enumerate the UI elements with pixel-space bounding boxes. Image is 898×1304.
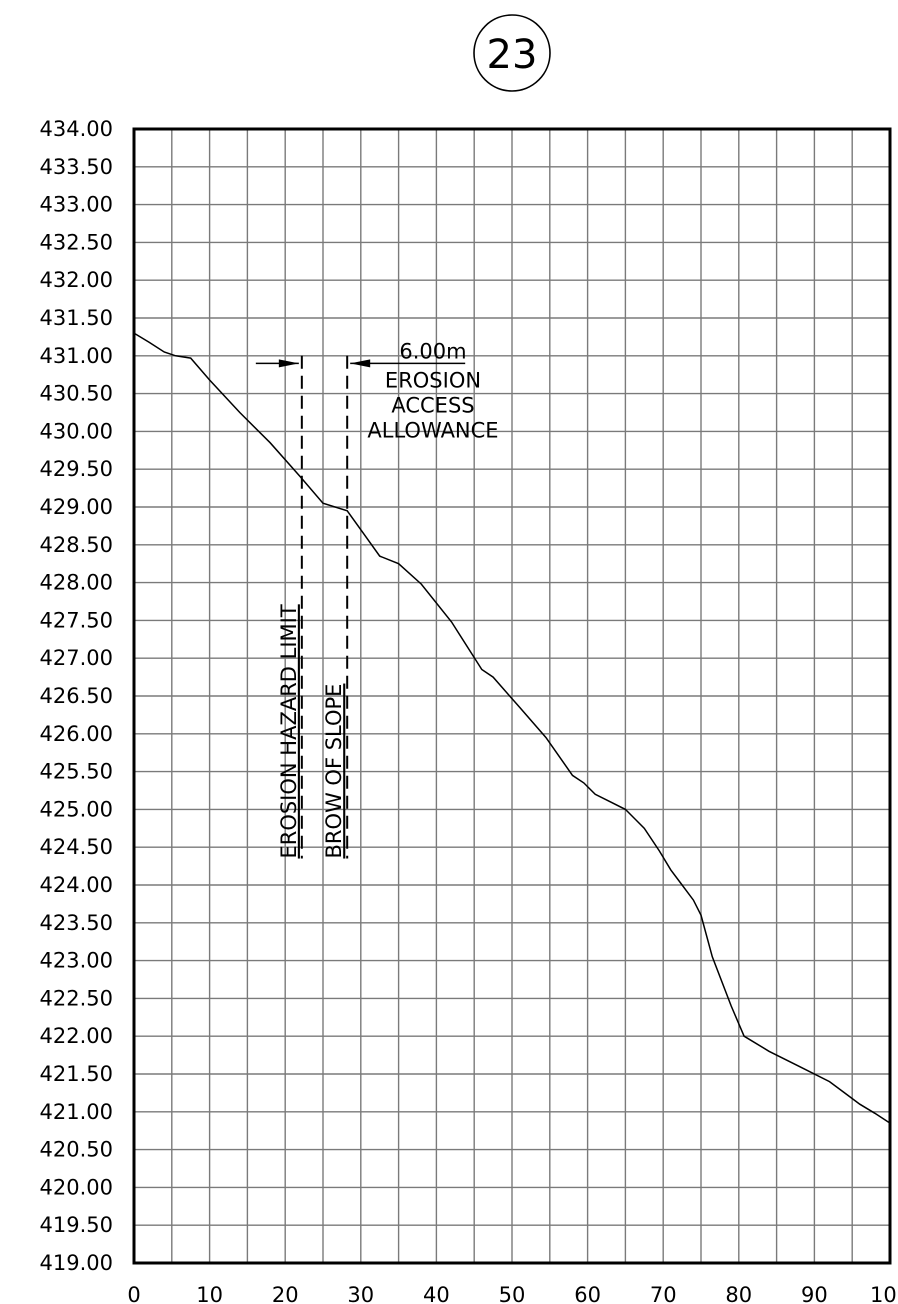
y-tick-label: 425.50 <box>40 760 113 784</box>
section-callout: 23 <box>473 14 551 92</box>
allowance-label-line: ACCESS <box>391 393 474 417</box>
y-tick-label: 424.00 <box>40 873 113 897</box>
allowance-label-line: ALLOWANCE <box>367 418 498 442</box>
x-tick-label: 20 <box>272 1283 299 1304</box>
section-callout-label: 23 <box>487 32 538 78</box>
y-tick-label: 422.00 <box>40 1024 113 1048</box>
dimension-arrowhead-right <box>350 359 371 368</box>
y-tick-label: 427.50 <box>40 608 113 632</box>
y-tick-label: 428.50 <box>40 533 113 557</box>
y-tick-label: 429.50 <box>40 457 113 481</box>
x-tick-label: 50 <box>499 1283 526 1304</box>
y-tick-label: 433.50 <box>40 155 113 179</box>
x-axis-tick-labels: 0 10 20 30 40 50 60 70 80 90 100 <box>127 1283 898 1304</box>
y-tick-label: 431.00 <box>40 344 113 368</box>
y-tick-label: 430.50 <box>40 382 113 406</box>
y-tick-label: 431.50 <box>40 306 113 330</box>
y-tick-label: 423.00 <box>40 949 113 973</box>
x-tick-label: 90 <box>801 1283 828 1304</box>
y-tick-label: 419.00 <box>40 1251 113 1275</box>
y-tick-label: 427.00 <box>40 646 113 670</box>
x-tick-label: 70 <box>650 1283 677 1304</box>
plot-frame <box>132 127 892 1265</box>
y-tick-label: 426.00 <box>40 722 113 746</box>
x-tick-label: 80 <box>725 1283 752 1304</box>
x-tick-label: 30 <box>347 1283 374 1304</box>
y-tick-label: 423.50 <box>40 911 113 935</box>
y-tick-label: 421.50 <box>40 1062 113 1086</box>
y-tick-label: 432.00 <box>40 268 113 292</box>
y-tick-label: 433.00 <box>40 193 113 217</box>
y-tick-label: 425.00 <box>40 797 113 821</box>
x-tick-label: 60 <box>574 1283 601 1304</box>
allowance-label-line: EROSION <box>385 368 481 392</box>
section-callout-circle <box>473 14 551 92</box>
brow-of-slope-label: BROW OF SLOPE <box>322 684 346 859</box>
y-tick-label: 429.00 <box>40 495 113 519</box>
y-tick-label: 434.00 <box>40 117 113 141</box>
y-tick-label: 420.00 <box>40 1175 113 1199</box>
y-tick-label: 428.00 <box>40 571 113 595</box>
y-tick-label: 424.50 <box>40 835 113 859</box>
y-axis-tick-labels: 419.00 419.50 420.00 420.50 421.00 421.50 422.… <box>40 117 113 1275</box>
dimension-arrowhead-left <box>278 359 299 368</box>
erosion-hazard-limit-label: EROSION HAZARD LIMIT <box>277 604 301 858</box>
y-tick-label: 426.50 <box>40 684 113 708</box>
x-tick-label: 10 <box>196 1283 223 1304</box>
y-tick-label: 421.00 <box>40 1100 113 1124</box>
ground-profile-line <box>133 332 891 1124</box>
allowance-distance-label: 6.00m <box>399 339 466 363</box>
y-tick-label: 430.00 <box>40 419 113 443</box>
x-tick-label: 0 <box>127 1283 140 1304</box>
y-tick-label: 420.50 <box>40 1138 113 1162</box>
x-tick-label: 40 <box>423 1283 450 1304</box>
y-tick-label: 419.50 <box>40 1213 113 1237</box>
y-tick-label: 432.50 <box>40 230 113 254</box>
ground-profile-series <box>133 332 891 1124</box>
y-tick-label: 422.50 <box>40 986 113 1010</box>
grid-lines <box>134 129 890 1263</box>
x-tick-label: 100 <box>870 1283 898 1304</box>
